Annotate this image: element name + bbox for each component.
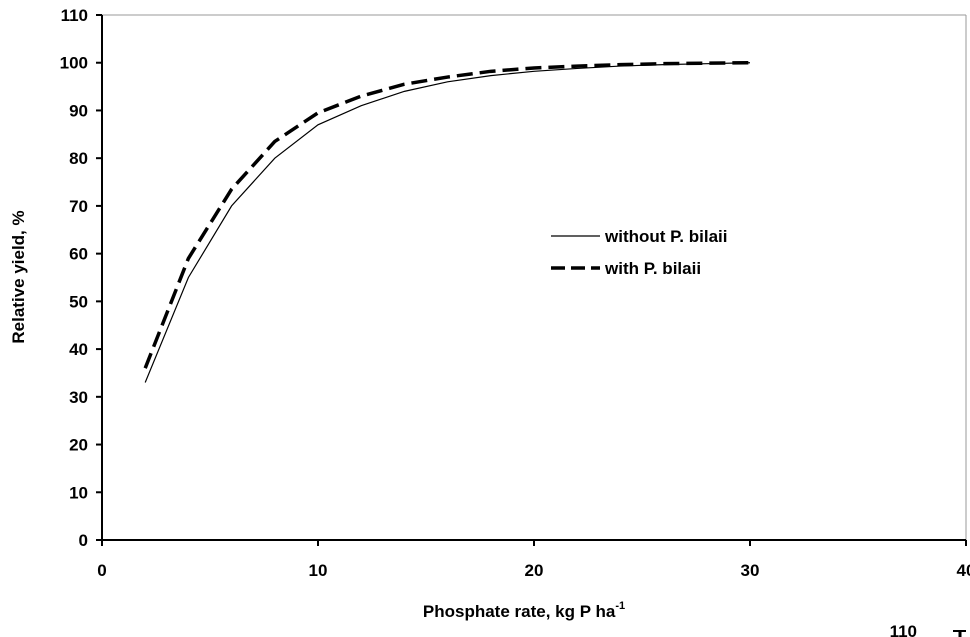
- x-axis-title: Phosphate rate, kg P ha-1: [423, 600, 625, 621]
- legend-label-with: with P. bilaii: [604, 259, 701, 278]
- y-tick-label: 70: [69, 197, 88, 216]
- legend-label-without: without P. bilaii: [604, 227, 727, 246]
- y-tick-label: 20: [69, 436, 88, 455]
- y-tick-label: 30: [69, 388, 88, 407]
- next-chart-y-tick-label: 110: [890, 622, 917, 637]
- y-tick-label: 100: [60, 54, 88, 73]
- series-line-with-p-bilaii: [143, 60, 751, 369]
- next-chart-fragment: 110: [890, 622, 966, 637]
- y-tick-label: 60: [69, 245, 88, 264]
- x-tick-label: 40: [957, 561, 970, 580]
- series-layer: [143, 60, 751, 383]
- y-tick-label: 80: [69, 149, 88, 168]
- y-axis-title: Relative yield, %: [9, 210, 28, 343]
- y-tick-label: 50: [69, 292, 88, 311]
- y-axis-ticks: 0 10 20 30 40 50 60 70 80 90 100 110: [60, 6, 102, 550]
- x-axis-title-main: Phosphate rate, kg P ha: [423, 602, 616, 621]
- legend: without P. bilaii with P. bilaii: [551, 227, 727, 278]
- x-tick-label: 20: [525, 561, 544, 580]
- series-line-without-p-bilaii: [144, 62, 751, 383]
- y-tick-label: 110: [61, 6, 88, 25]
- x-tick-label: 30: [741, 561, 760, 580]
- y-tick-label: 0: [79, 531, 88, 550]
- x-tick-label: 0: [97, 561, 106, 580]
- x-tick-label: 10: [309, 561, 328, 580]
- y-tick-label: 90: [69, 101, 88, 120]
- x-axis-ticks: 0 10 20 30 40: [97, 540, 970, 580]
- x-axis-title-superscript: -1: [615, 600, 625, 612]
- y-tick-label: 10: [69, 483, 88, 502]
- y-tick-label: 40: [69, 340, 88, 359]
